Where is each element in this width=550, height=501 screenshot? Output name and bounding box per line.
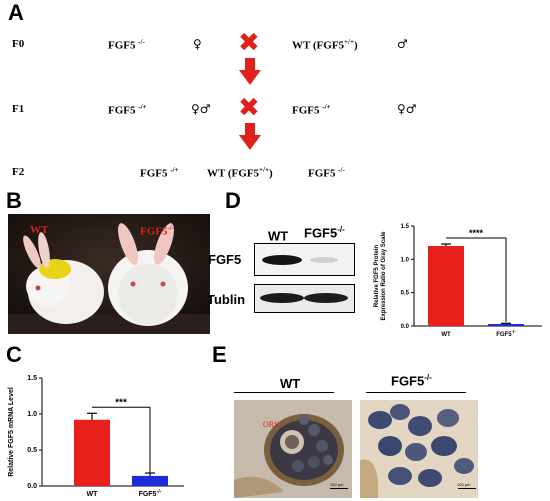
significance-marker: **** <box>469 228 484 238</box>
gen-f0: F0 <box>12 38 25 50</box>
cross-icon: ✖ <box>238 28 260 58</box>
scale-bar-wt <box>330 488 348 489</box>
blot-row-tublin: Tublin <box>207 292 246 307</box>
y-axis-label: Relative FGF5 mRNA Level <box>8 387 15 477</box>
bar-wt <box>74 419 110 486</box>
y-tick-label: 0.0 <box>401 324 410 330</box>
histology-ko-image <box>360 400 478 498</box>
ors-label: ORS <box>263 420 279 429</box>
protein-bar-chart: 0.0 0.5 1.0 1.5 Relative FGF5 Protein Express… <box>374 224 542 338</box>
western-blot-tublin <box>254 284 355 313</box>
gen-f1: F1 <box>12 103 25 115</box>
cross-icon: ✖ <box>238 93 260 123</box>
x-tick-label: FGF5-/- <box>139 489 162 498</box>
y-axis-label-line: Expression Ratio of Gray Scale <box>381 231 387 321</box>
female-male-symbols: ♀♂ <box>191 102 211 116</box>
panel-e-letter: E <box>212 342 227 367</box>
scale-bar-ko <box>458 488 476 489</box>
y-tick-label: 1.0 <box>401 257 410 263</box>
y-tick-label: 0.5 <box>27 447 37 454</box>
f0-female-genotype: FGF5 -/- <box>108 38 145 52</box>
y-tick-label: 1.5 <box>27 375 37 382</box>
bar-wt <box>428 246 464 326</box>
f2-ko-genotype: FGF5 -/- <box>308 166 345 180</box>
y-tick-label: 0.0 <box>27 483 37 490</box>
y-tick-label: 1.5 <box>401 224 410 230</box>
micro-wt-underline <box>234 392 334 393</box>
scale-text-wt: 100 μm <box>330 482 344 487</box>
down-arrow-icon <box>239 123 261 150</box>
bar-fgf5 <box>132 475 168 486</box>
y-tick-label: 0.5 <box>401 291 410 297</box>
x-tick-label: FGF5-/- <box>496 329 516 338</box>
gen-f2: F2 <box>12 166 25 178</box>
blot-row-fgf5: FGF5 <box>208 252 242 267</box>
photo-ko-label: FGF5-/- <box>140 224 175 238</box>
blot-col-ko: FGF5-/- <box>304 225 345 241</box>
y-axis-label-line: Relative FGF5 Protein <box>374 244 380 307</box>
significance-marker: *** <box>115 397 127 408</box>
histology-wt-image <box>234 400 352 498</box>
f1-right-genotype: FGF5 -/+ <box>292 103 331 117</box>
f0-male-genotype: WT (FGF5+/+) <box>292 38 358 52</box>
scale-text-ko: 100 μm <box>457 482 471 487</box>
down-arrow-icon <box>239 58 261 85</box>
micro-ko-label: FGF5-/- <box>391 373 432 389</box>
f2-wt-genotype: WT (FGF5+/+) <box>207 166 273 180</box>
micro-wt-label: WT <box>280 376 301 391</box>
y-tick-label: 1.0 <box>27 411 37 418</box>
micro-ko-underline <box>366 392 466 393</box>
panel-c-letter: C <box>6 342 22 367</box>
female-male-symbols: ♀♂ <box>397 102 417 116</box>
western-blot-fgf5 <box>254 243 355 276</box>
panel-a-letter: A <box>8 0 24 25</box>
bar-fgf5 <box>488 324 524 326</box>
f2-het-genotype: FGF5 -/+ <box>140 166 179 180</box>
photo-wt-label: WT <box>30 224 49 236</box>
blot-col-wt: WT <box>268 228 289 244</box>
x-tick-label: WT <box>441 332 451 338</box>
female-symbol: ♀ <box>193 37 202 51</box>
male-symbol: ♂ <box>397 37 408 51</box>
panel-b-letter: B <box>6 188 22 213</box>
mrna-bar-chart: 0.0 0.5 1.0 1.5 Relative FGF5 mRNA Level WT FG… <box>8 375 184 498</box>
x-tick-label: WT <box>87 491 99 498</box>
f1-left-genotype: FGF5 -/+ <box>108 103 147 117</box>
rabbit-photo <box>8 214 210 334</box>
panel-d-letter: D <box>225 188 241 213</box>
